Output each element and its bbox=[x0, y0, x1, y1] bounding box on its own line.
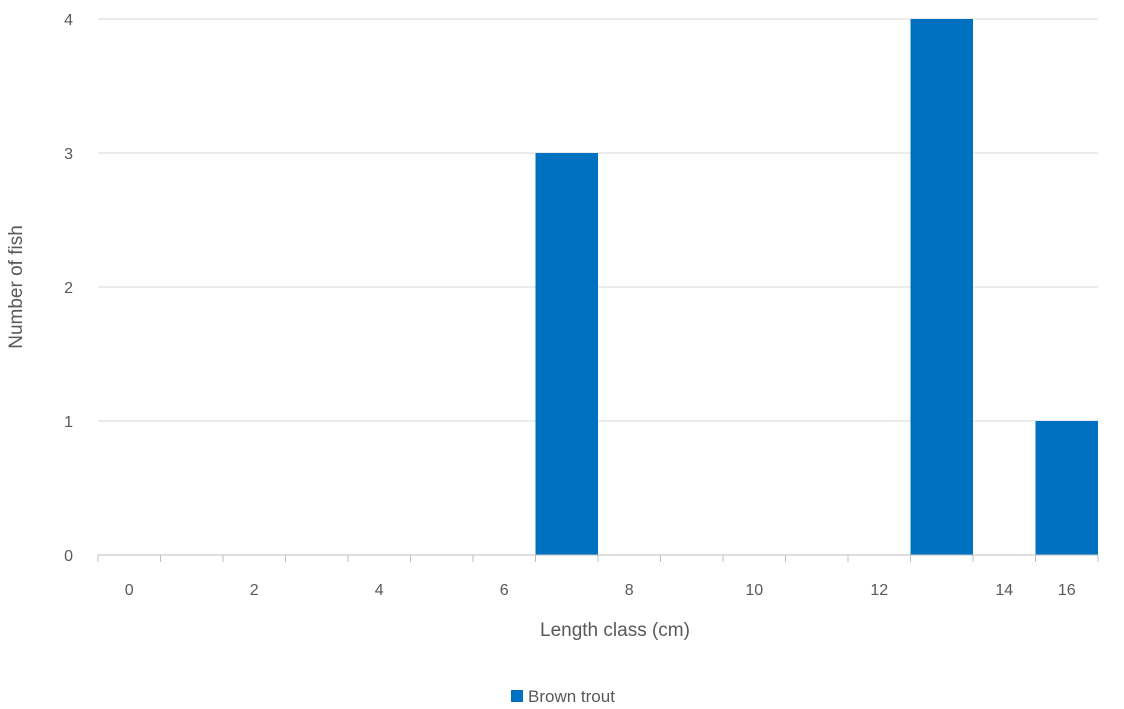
legend-swatch-brown-trout bbox=[511, 690, 523, 702]
x-tick-label: 8 bbox=[625, 582, 634, 599]
y-axis-title: Number of fish bbox=[6, 225, 27, 349]
x-axis-title: Length class (cm) bbox=[540, 620, 690, 641]
x-tick-label: 2 bbox=[250, 582, 259, 599]
x-tick-label: 4 bbox=[375, 582, 384, 599]
y-tick-label: 1 bbox=[64, 414, 73, 431]
y-tick-label: 3 bbox=[64, 146, 73, 163]
bar bbox=[535, 153, 598, 555]
x-tick-label: 6 bbox=[500, 582, 509, 599]
bar bbox=[910, 19, 973, 555]
y-tick-label: 2 bbox=[64, 280, 73, 297]
y-tick-label: 4 bbox=[64, 12, 73, 29]
bar bbox=[1035, 421, 1098, 555]
x-tick-label: 10 bbox=[745, 582, 763, 599]
y-tick-label: 0 bbox=[64, 548, 73, 565]
x-tick-label: 16 bbox=[1058, 582, 1076, 599]
x-tick-label: 12 bbox=[870, 582, 888, 599]
legend: Brown trout bbox=[511, 687, 615, 706]
legend-label-brown-trout: Brown trout bbox=[528, 687, 615, 706]
bars bbox=[535, 19, 1098, 555]
x-tick-label: 0 bbox=[125, 582, 134, 599]
y-axis: 0 1 2 3 4 bbox=[64, 12, 73, 565]
x-axis: 0 2 4 6 8 10 12 14 16 bbox=[97, 554, 1099, 599]
x-tick-label: 14 bbox=[995, 582, 1013, 599]
